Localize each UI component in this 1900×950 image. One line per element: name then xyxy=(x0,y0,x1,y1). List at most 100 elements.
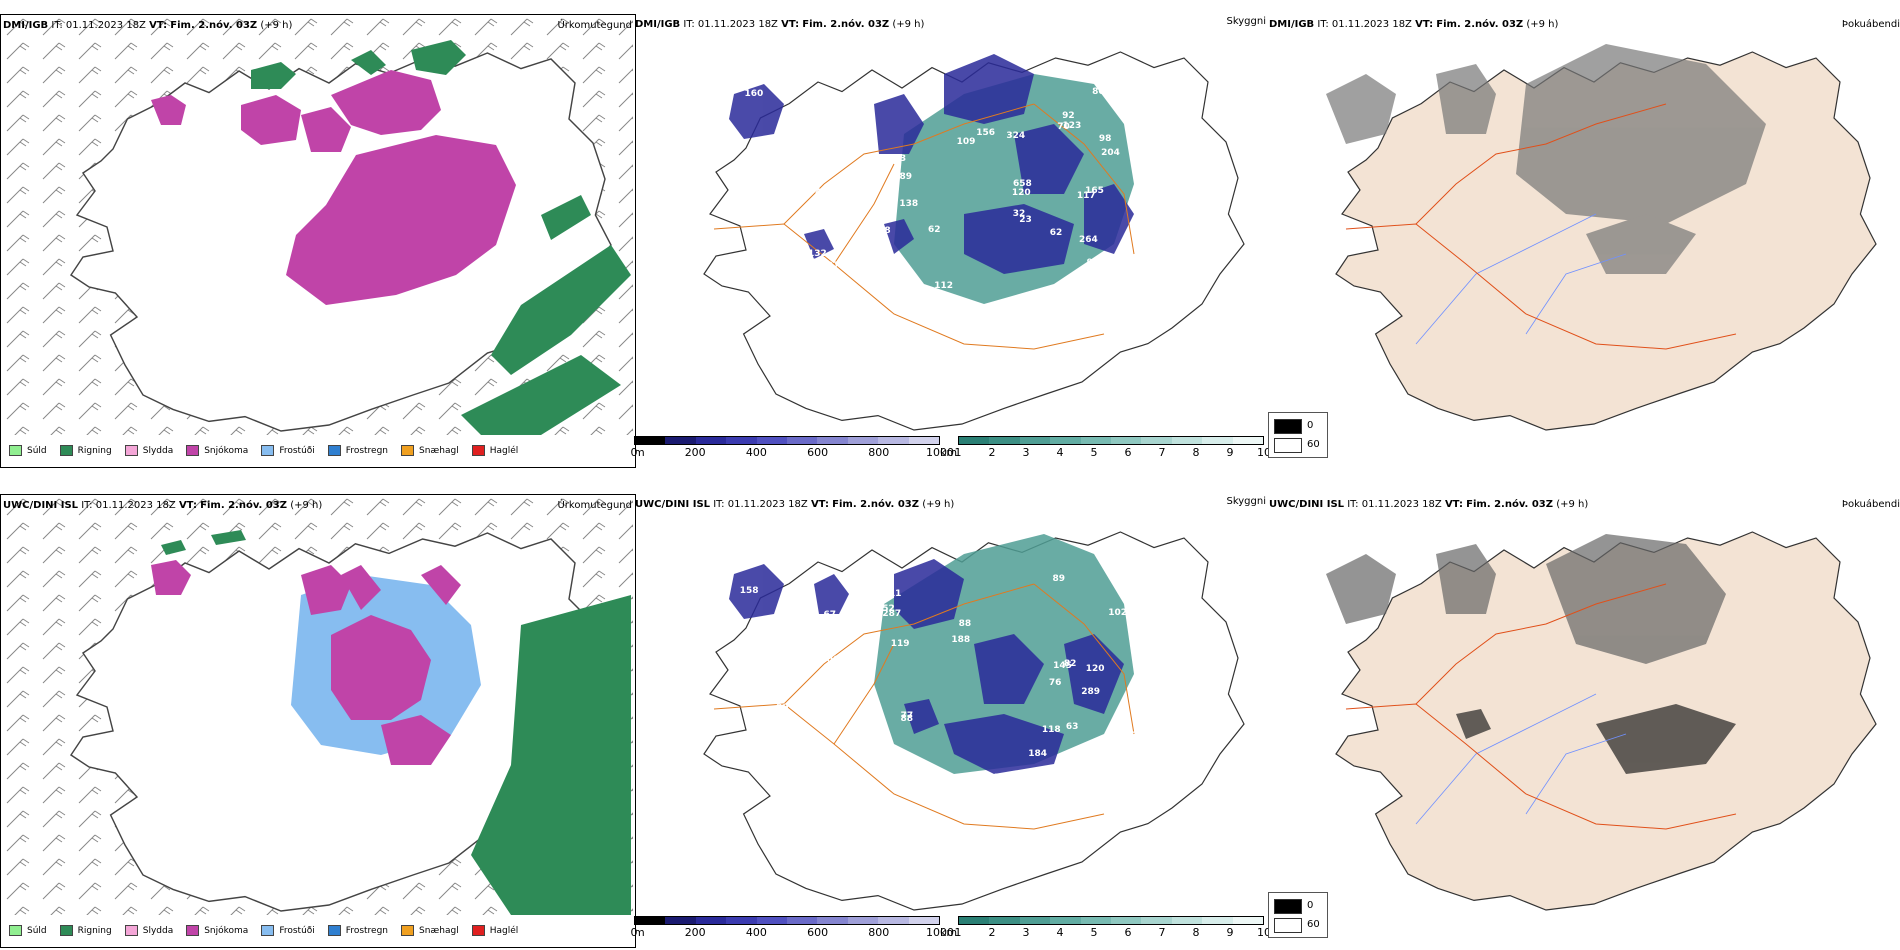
colorbar-ticks: 0 200 400 600 800 1000 xyxy=(631,925,955,939)
cloud-base-value: 160 xyxy=(866,227,886,238)
it-value: 01.11.2023 18Z xyxy=(95,500,176,511)
it-label: IT: xyxy=(81,500,93,511)
fog-low-label: 60 xyxy=(1307,439,1320,450)
colorbar-cell xyxy=(787,437,818,444)
legend-item: Frostúði xyxy=(261,445,315,456)
colorbar-cell xyxy=(756,917,788,924)
cloud-base-value: 391 xyxy=(783,605,802,616)
vt-value: Fim. 2.nóv. 03Z xyxy=(832,499,919,510)
colorbar-tick-label: 600 xyxy=(807,446,829,459)
legend-item: Snjókoma xyxy=(186,925,248,936)
legend-label: Slydda xyxy=(142,445,174,456)
legend-item: Rigning xyxy=(59,925,112,936)
precip-type-label: Úrkomutegund xyxy=(557,20,632,31)
legend-label: Súld xyxy=(27,445,47,456)
vt-label: VT: xyxy=(781,19,800,30)
cloud-base-value: 52 xyxy=(882,604,895,615)
precip-map-1[interactable] xyxy=(1,15,633,435)
cloud-base-value: 63 xyxy=(1065,721,1079,732)
visibility-label: Skyggni xyxy=(1226,496,1266,507)
colorbar-cell xyxy=(665,437,696,444)
colorbar-tick-label: 800 xyxy=(868,446,890,459)
legend-item: Haglél xyxy=(471,925,518,936)
legend-label: Rigning xyxy=(77,445,112,456)
lead-time: (+9 h) xyxy=(922,499,955,510)
fog-area xyxy=(1326,534,1736,774)
colorbar-ticks: 0 200 400 600 800 1000 xyxy=(630,445,955,459)
visibility-unit-1: km xyxy=(940,446,958,459)
cloud-map-1[interactable] xyxy=(634,14,1266,434)
road-network xyxy=(713,583,1135,830)
cloud-base-value: 82 xyxy=(1063,658,1077,669)
precip-type-label: Úrkomutegund xyxy=(557,500,632,511)
fog-map-1[interactable] xyxy=(1266,14,1900,434)
colorbar-tick-label: 1 xyxy=(954,926,962,939)
colorbar-cell xyxy=(1232,917,1264,924)
cloud-base-unit-2: m xyxy=(634,926,645,939)
fog-high-swatch xyxy=(1274,419,1302,434)
cloud-base-value: 85 xyxy=(810,157,824,167)
legend-swatch xyxy=(186,925,200,936)
cloud-base-value: 73 xyxy=(1112,756,1125,767)
lead-time: (+9 h) xyxy=(892,19,925,30)
vt-value: Fim. 2.nóv. 03Z xyxy=(200,500,287,511)
colorbar-tick-label: 4 xyxy=(1056,446,1064,459)
model-name: DMI/IGB xyxy=(635,19,681,30)
legend-label: Snjókoma xyxy=(204,445,249,456)
legend-label: Haglél xyxy=(489,445,519,456)
cloud-base-value: 78 xyxy=(846,776,860,787)
legend-label: Frostúði xyxy=(279,445,315,456)
cloud-base-value: 123 xyxy=(1062,120,1082,131)
cloud-base-value: 324 xyxy=(1006,130,1026,141)
cloud-base-value: 138 xyxy=(899,198,919,209)
cloud-base-value: 76 xyxy=(854,90,868,101)
precip-title-1: DMI/IGB IT: 01.11.2023 18Z VT: Fim. 2.nó… xyxy=(3,20,292,31)
cloud-base-value: 119 xyxy=(890,638,910,649)
colorbar-cell xyxy=(726,437,757,444)
legend-item: Slydda xyxy=(124,445,174,456)
cloud-base-value: 112 xyxy=(934,280,954,291)
row-1: DMI/IGB IT: 01.11.2023 18Z VT: Fim. 2.nó… xyxy=(0,0,1900,470)
colorbar-cell xyxy=(1080,437,1112,444)
cloud-base-value: 132 xyxy=(807,248,827,259)
cloud-base-value: 722 xyxy=(798,258,818,269)
colorbar-tick-label: 10 xyxy=(1257,446,1271,459)
legend-label: Frostregn xyxy=(345,925,389,936)
vt-label: VT: xyxy=(149,20,168,31)
cloud-base-value: 204 xyxy=(1101,148,1120,159)
river-network xyxy=(1415,213,1627,345)
colorbar-cell xyxy=(908,917,940,924)
cloud-base-value: 100 xyxy=(986,772,1006,783)
colorbar-cell xyxy=(817,917,848,924)
visibility-colorbar-1: 1 2 3 4 5 6 7 8 9 10 xyxy=(955,436,1271,459)
legend-swatch xyxy=(471,445,485,456)
fog-map-2[interactable] xyxy=(1266,494,1900,914)
cloud-base-area xyxy=(729,54,1134,274)
cloud-title-2: UWC/DINI ISL IT: 01.11.2023 18Z VT: Fim.… xyxy=(635,499,954,510)
colorbar-tick-label: 2 xyxy=(988,446,996,459)
cloud-base-value: 77 xyxy=(900,710,914,721)
colorbar-tick-label: 5 xyxy=(1090,926,1098,939)
lead-time: (+9 h) xyxy=(260,20,293,31)
colorbar-tick-label: 400 xyxy=(745,926,767,939)
legend-swatch xyxy=(186,445,200,456)
cloud-base-value: 125 xyxy=(824,686,844,697)
rain-area xyxy=(161,530,631,915)
legend-item: Rigning xyxy=(59,445,112,456)
cloud-map-2[interactable] xyxy=(634,494,1266,914)
legend-item: Frostúði xyxy=(261,925,315,936)
cloud-base-value: 268 xyxy=(871,225,891,236)
cloud-base-value: 158 xyxy=(739,585,759,596)
colorbar-cell xyxy=(695,437,727,444)
cloud-base-value: 120 xyxy=(1085,663,1105,674)
colorbar-strip xyxy=(958,916,1264,925)
legend-swatch xyxy=(327,445,341,456)
legend-item: Súld xyxy=(9,445,47,456)
legend-label: Snjókoma xyxy=(204,925,249,936)
precip-map-2[interactable] xyxy=(1,495,633,915)
cloud-base-value: 51 xyxy=(771,214,784,225)
cloud-base-value: 82 xyxy=(782,564,796,575)
precip-title-2: UWC/DINI ISL IT: 01.11.2023 18Z VT: Fim.… xyxy=(3,500,322,511)
colorbar-tick-label: 0 xyxy=(630,446,638,459)
cloud-base-value: 120 xyxy=(1011,187,1031,198)
